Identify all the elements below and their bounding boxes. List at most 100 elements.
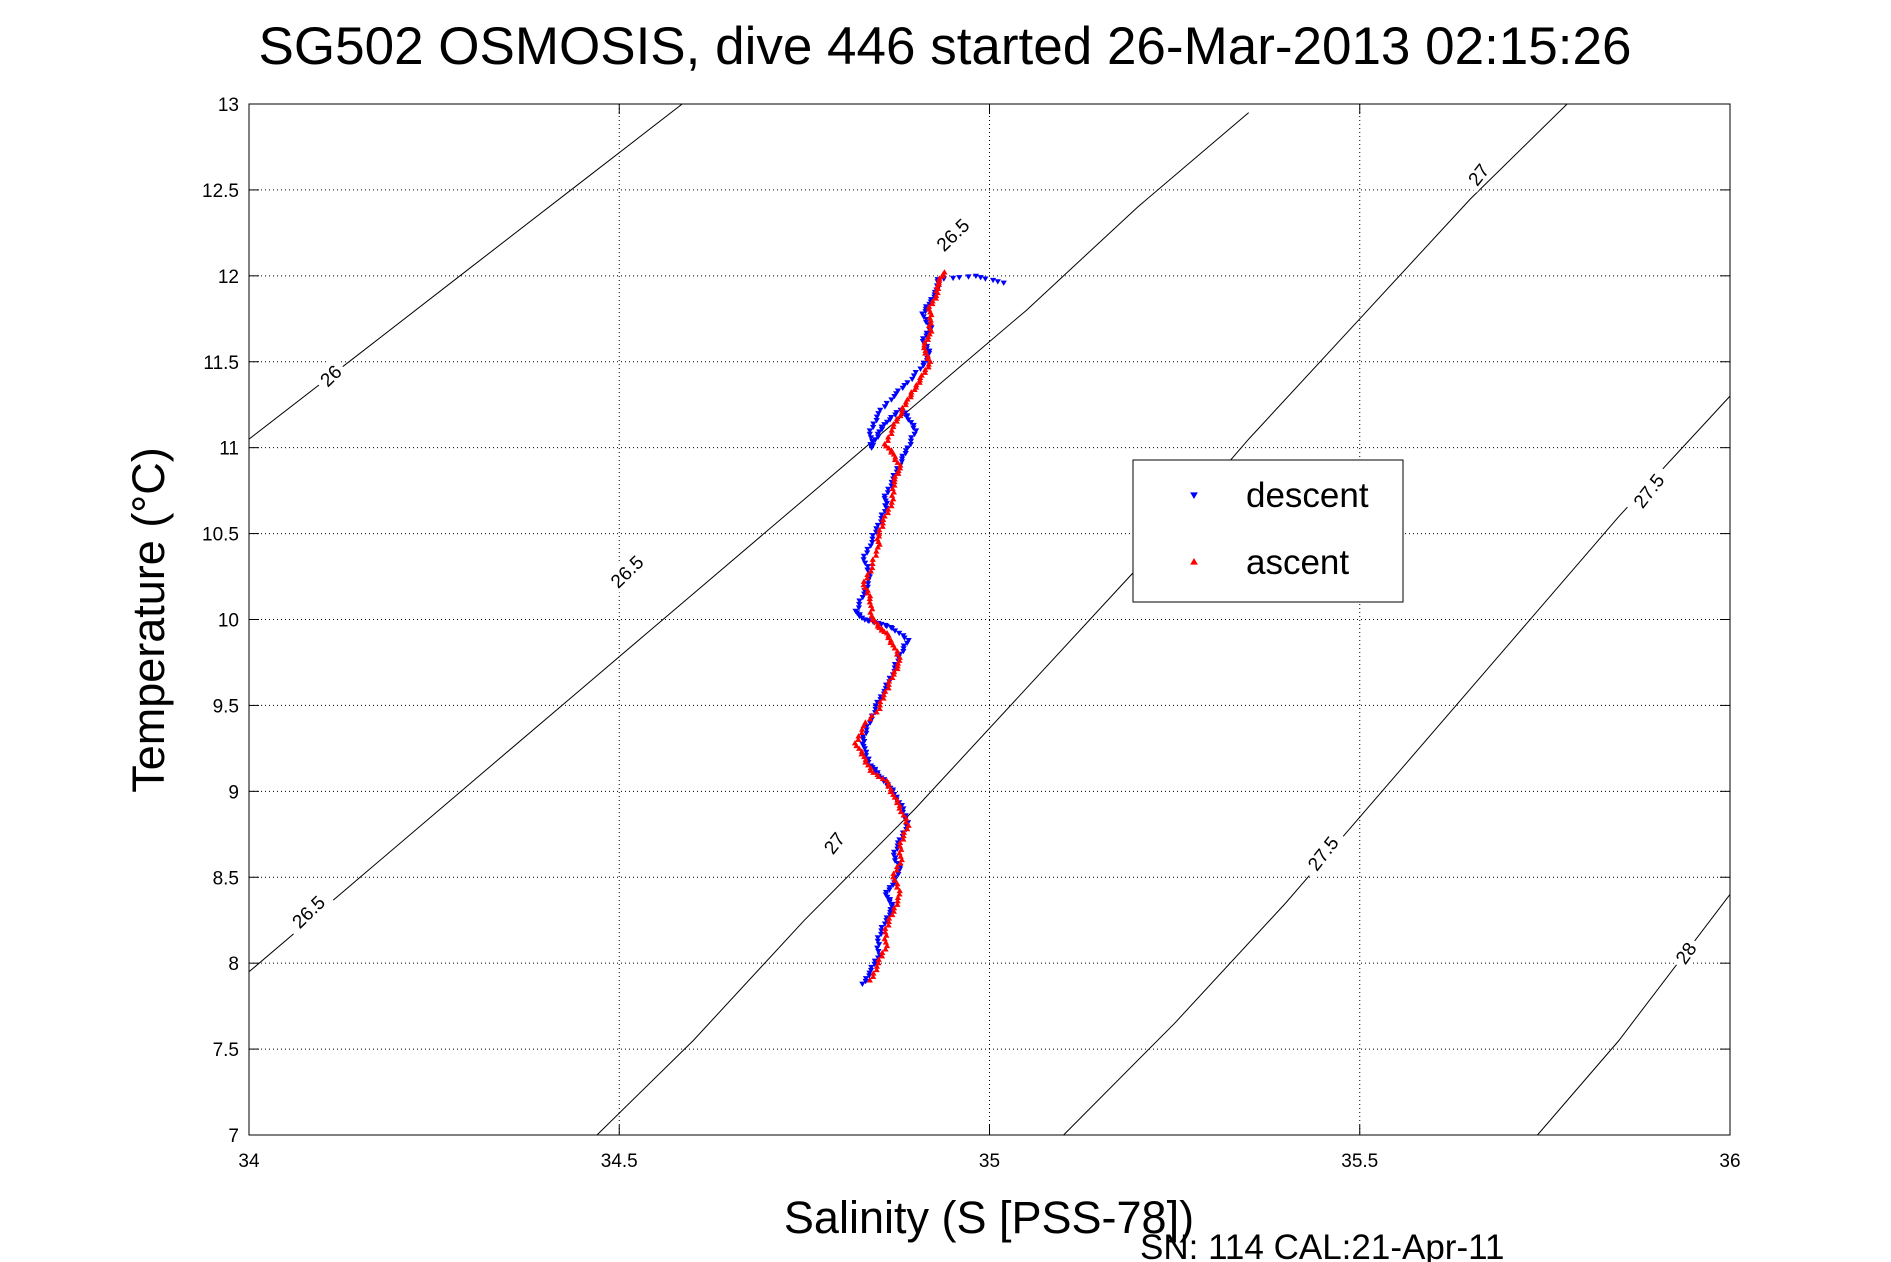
data-point-descent (856, 598, 863, 604)
data-point-descent (910, 373, 918, 379)
data-point-ascent (897, 462, 904, 468)
data-point-ascent (922, 347, 929, 353)
data-point-descent (859, 615, 866, 621)
data-point-ascent (896, 850, 903, 856)
data-point-ascent (888, 427, 895, 433)
data-point-ascent (887, 786, 894, 792)
data-point-ascent (900, 829, 908, 835)
data-point-ascent (888, 430, 895, 437)
data-point-descent (908, 435, 915, 441)
data-point-descent (862, 976, 870, 982)
data-point-ascent (893, 867, 900, 873)
data-point-ascent (864, 762, 872, 768)
data-point-ascent (858, 729, 865, 736)
data-point-descent (859, 981, 866, 987)
x-tick-label: 35 (979, 1151, 1000, 1172)
data-point-descent (874, 945, 881, 951)
data-point-ascent (927, 317, 934, 323)
data-point-ascent (894, 459, 901, 465)
legend-box (1132, 459, 1404, 603)
data-point-ascent (864, 590, 871, 596)
data-point-ascent (890, 791, 897, 797)
legend-items: descent ascent (1190, 476, 1369, 582)
data-point-ascent (882, 946, 889, 952)
data-point-ascent (867, 602, 875, 608)
data-point-ascent (880, 516, 887, 522)
data-point-descent (972, 273, 980, 280)
data-point-descent (900, 643, 908, 649)
data-point-descent (920, 360, 927, 366)
data-point-descent (956, 275, 963, 281)
legend: descent ascent (1132, 459, 1404, 603)
data-point-descent (866, 428, 873, 434)
density-contour-27 (596, 104, 1568, 1135)
data-point-ascent (867, 767, 874, 773)
data-point-ascent (891, 482, 898, 488)
data-point-ascent (858, 751, 865, 757)
data-point-ascent (885, 506, 892, 512)
y-tick-label: 7.5 (213, 1040, 239, 1061)
data-point-ascent (880, 691, 887, 698)
y-tick-label: 10 (218, 611, 239, 632)
data-point-descent (912, 369, 919, 376)
data-point-ascent (887, 788, 894, 795)
data-point-ascent (869, 564, 876, 571)
data-point-ascent (856, 745, 863, 751)
data-point-descent (867, 442, 874, 448)
data-point-descent (874, 522, 881, 529)
data-point-ascent (867, 592, 874, 599)
data-point-ascent (896, 839, 904, 846)
data-point-descent (949, 275, 957, 282)
legend-marker-descent (1190, 492, 1198, 499)
data-point-ascent (891, 478, 898, 485)
data-point-ascent (890, 423, 897, 430)
data-point-ascent (900, 832, 907, 839)
data-point-ascent (924, 336, 932, 342)
data-point-ascent (893, 415, 901, 421)
data-point-ascent (922, 366, 929, 373)
data-point-descent (874, 431, 881, 438)
data-point-descent (919, 311, 926, 317)
data-point-ascent (873, 963, 881, 969)
data-point-ascent (896, 891, 903, 897)
data-point-ascent (925, 361, 932, 367)
data-point-ascent (890, 421, 897, 427)
y-tick-label: 11.5 (203, 353, 239, 374)
data-point-ascent (921, 339, 928, 345)
y-axis-ticks: 7 7.5 8 8.5 9 9.5 10 10.5 11 11.5 12 12.5 13 (202, 95, 1730, 1147)
data-point-ascent (897, 860, 904, 866)
data-point-ascent (869, 973, 877, 980)
chart-title: SG502 OSMOSIS, dive 446 started 26-Mar-2… (259, 17, 1632, 76)
data-point-ascent (896, 654, 903, 660)
data-point-ascent (870, 970, 877, 976)
data-point-ascent (866, 599, 873, 605)
data-point-ascent (875, 530, 883, 536)
data-point-ascent (932, 295, 940, 301)
data-point-descent (882, 622, 889, 629)
data-point-ascent (873, 966, 880, 973)
data-point-descent (910, 422, 917, 429)
contour-label-bg (599, 544, 653, 597)
data-point-ascent (900, 812, 907, 818)
data-point-ascent (877, 698, 884, 705)
data-point-ascent (855, 736, 862, 742)
data-point-ascent (875, 959, 882, 966)
data-point-ascent (894, 901, 901, 907)
data-point-ascent (903, 815, 910, 821)
data-point-ascent (876, 705, 883, 711)
data-point-ascent (866, 977, 873, 983)
data-point-ascent (894, 663, 901, 669)
data-point-ascent (888, 492, 896, 498)
data-point-descent (896, 630, 903, 637)
y-tick-label: 12 (218, 267, 239, 288)
data-point-ascent (875, 538, 882, 544)
data-point-ascent (889, 485, 896, 492)
data-point-ascent (896, 657, 903, 663)
data-point-ascent (884, 437, 892, 443)
data-point-ascent (924, 353, 932, 359)
data-point-ascent (889, 911, 896, 918)
data-point-descent (878, 512, 885, 518)
data-point-ascent (869, 556, 876, 562)
data-point-ascent (894, 665, 901, 672)
